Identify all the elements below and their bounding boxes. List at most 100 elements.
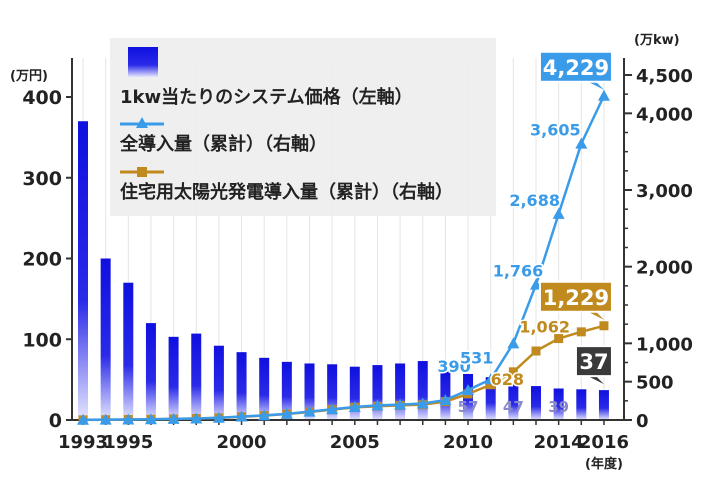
callout-box bbox=[538, 280, 613, 313]
bar-value-label: 39 bbox=[548, 398, 569, 416]
bar-1995 bbox=[123, 282, 134, 420]
x-tick-label: 2005 bbox=[330, 432, 380, 453]
point-residential-2016 bbox=[599, 321, 609, 331]
x-tick-label: 1995 bbox=[103, 432, 153, 453]
legend-layer: 1kw当たりのシステム価格（左軸） 全導入量（累計）（右軸） 住宅用太陽光発電導入量… bbox=[110, 38, 496, 216]
callout-box bbox=[538, 50, 613, 83]
data-label: 390 bbox=[437, 357, 470, 376]
bar-2002 bbox=[281, 361, 292, 420]
left-tick-label: 400 bbox=[22, 87, 62, 109]
point-residential-2012 bbox=[508, 367, 518, 377]
point-total-2016 bbox=[597, 89, 610, 101]
point-total-2012 bbox=[507, 337, 520, 349]
point-total-2005 bbox=[348, 400, 361, 412]
callout-pointer bbox=[587, 81, 604, 90]
point-total-2004 bbox=[326, 403, 339, 415]
point-total-1993 bbox=[77, 413, 89, 425]
lines-layer bbox=[77, 89, 610, 425]
point-total-2003 bbox=[303, 405, 316, 417]
right-tick-label: 0 bbox=[636, 411, 649, 432]
bar-value-label: 57 bbox=[458, 398, 479, 416]
right-tick-label: 3,000 bbox=[636, 181, 693, 202]
bar-1996 bbox=[145, 323, 156, 420]
left-tick-label: 300 bbox=[22, 168, 62, 190]
legend-marker-square bbox=[137, 167, 147, 177]
bar-2014 bbox=[553, 388, 564, 420]
axes-layer: 0 100 200 300 400 (万円) 0 500 1,000 2,000 3,000 4,00… bbox=[10, 33, 693, 472]
point-total-2000 bbox=[235, 410, 248, 422]
legend-label-price: 1kw当たりのシステム価格（左軸） bbox=[120, 86, 413, 108]
bar-2016 bbox=[598, 390, 609, 420]
bar-2015 bbox=[576, 389, 587, 420]
data-label: 1,766 bbox=[493, 262, 544, 281]
data-label: 531 bbox=[460, 348, 493, 367]
x-tick-label: 2016 bbox=[579, 432, 629, 453]
bar-2011 bbox=[485, 377, 496, 420]
bar-1993 bbox=[78, 121, 88, 420]
bar-2013 bbox=[531, 386, 541, 420]
right-tick-label: 2,000 bbox=[636, 258, 693, 279]
bar-1997 bbox=[168, 336, 179, 420]
right-tick-label: 1,000 bbox=[636, 334, 693, 355]
x-tick-label: 2014 bbox=[534, 432, 584, 453]
bar-1998 bbox=[191, 333, 202, 420]
point-total-2002 bbox=[280, 407, 293, 419]
x-axis-unit: (年度) bbox=[585, 456, 623, 472]
callout-pointer bbox=[587, 311, 604, 320]
series-line-2 bbox=[82, 324, 605, 422]
bar-2008 bbox=[417, 361, 428, 420]
bar-2001 bbox=[259, 357, 270, 420]
bar-2003 bbox=[304, 363, 315, 420]
bar-1999 bbox=[213, 345, 224, 420]
callout-pointer bbox=[587, 376, 604, 385]
right-tick-label: 4,000 bbox=[636, 104, 693, 125]
point-total-2011 bbox=[484, 373, 497, 385]
x-tick-label: 2010 bbox=[443, 432, 493, 453]
point-total-1998 bbox=[190, 412, 203, 424]
data-label: 628 bbox=[491, 370, 524, 389]
callout-label: 4,229 bbox=[543, 56, 609, 80]
point-residential-2015 bbox=[576, 327, 586, 337]
point-total-2015 bbox=[575, 137, 588, 149]
left-tick-label: 100 bbox=[22, 329, 62, 351]
left-tick-label: 200 bbox=[22, 249, 62, 271]
point-total-2010 bbox=[462, 384, 475, 396]
point-total-2008 bbox=[416, 397, 429, 409]
legend-marker-triangle bbox=[136, 117, 148, 128]
point-total-2007 bbox=[394, 398, 407, 410]
callout-box bbox=[574, 345, 613, 378]
bar-2005 bbox=[349, 366, 360, 420]
series-line-1 bbox=[82, 95, 606, 422]
point-total-1995 bbox=[122, 413, 135, 425]
point-total-2001 bbox=[258, 409, 271, 421]
point-residential-2014 bbox=[554, 334, 564, 344]
bar-2007 bbox=[395, 363, 406, 420]
point-total-1997 bbox=[167, 412, 180, 424]
data-label: 2,688 bbox=[509, 191, 560, 210]
bar-2000 bbox=[236, 352, 247, 420]
legend-bar-swatch bbox=[128, 47, 158, 77]
point-total-1999 bbox=[212, 411, 225, 423]
point-residential-2013 bbox=[531, 346, 541, 356]
bar-1994 bbox=[100, 258, 111, 420]
x-tick-label: 1993 bbox=[58, 432, 108, 453]
right-tick-label: 500 bbox=[636, 373, 674, 394]
callout-label: 37 bbox=[579, 350, 608, 374]
bar-2004 bbox=[327, 364, 338, 420]
left-axis-unit: (万円) bbox=[10, 69, 48, 84]
right-tick-label: 4,500 bbox=[636, 66, 693, 87]
bar-value-label: 47 bbox=[503, 398, 524, 416]
callout-label: 1,229 bbox=[543, 286, 609, 310]
data-label: 1,062 bbox=[519, 318, 570, 337]
bar-2012 bbox=[508, 382, 519, 420]
point-total-2014 bbox=[552, 207, 565, 219]
point-total-2006 bbox=[371, 399, 384, 411]
point-residential-2011 bbox=[486, 380, 496, 390]
legend-label-total: 全導入量（累計）（右軸） bbox=[119, 133, 327, 155]
right-axis-unit: (万kw) bbox=[634, 33, 680, 48]
left-tick-label: 0 bbox=[49, 410, 62, 432]
point-total-1994 bbox=[99, 413, 112, 425]
legend-label-residential: 住宅用太陽光発電導入量（累計）（右軸） bbox=[120, 181, 453, 203]
